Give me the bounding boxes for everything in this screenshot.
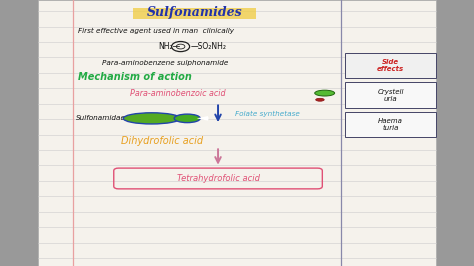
Ellipse shape [123, 113, 180, 124]
Ellipse shape [174, 114, 200, 123]
Text: NH₂—: NH₂— [158, 42, 180, 51]
FancyBboxPatch shape [38, 0, 436, 266]
Text: First effective agent used in man  clinically: First effective agent used in man clinic… [78, 28, 234, 34]
Text: Para-aminobenzene sulphonamide: Para-aminobenzene sulphonamide [102, 60, 228, 65]
FancyBboxPatch shape [133, 8, 256, 19]
FancyBboxPatch shape [345, 82, 436, 108]
Text: Side
effects: Side effects [377, 60, 404, 72]
Text: Folate synthetase: Folate synthetase [235, 111, 300, 117]
Text: Tetrahydrofolic acid: Tetrahydrofolic acid [176, 174, 260, 183]
Text: Mechanism of action: Mechanism of action [78, 72, 192, 82]
Ellipse shape [316, 98, 324, 101]
Text: Crystell
urla: Crystell urla [377, 89, 404, 102]
FancyBboxPatch shape [345, 53, 436, 78]
Text: Haema
turia: Haema turia [378, 118, 403, 131]
Text: Sulfonamides: Sulfonamides [146, 6, 242, 19]
Text: —SO₂NH₂: —SO₂NH₂ [191, 42, 227, 51]
Text: Dihydrofolic acid: Dihydrofolic acid [121, 136, 203, 146]
FancyBboxPatch shape [345, 112, 436, 137]
Text: Para-aminobenzoic acid: Para-aminobenzoic acid [130, 89, 226, 98]
Wedge shape [197, 116, 209, 121]
Ellipse shape [315, 90, 335, 96]
Text: Sulfonamidae: Sulfonamidae [76, 115, 126, 121]
